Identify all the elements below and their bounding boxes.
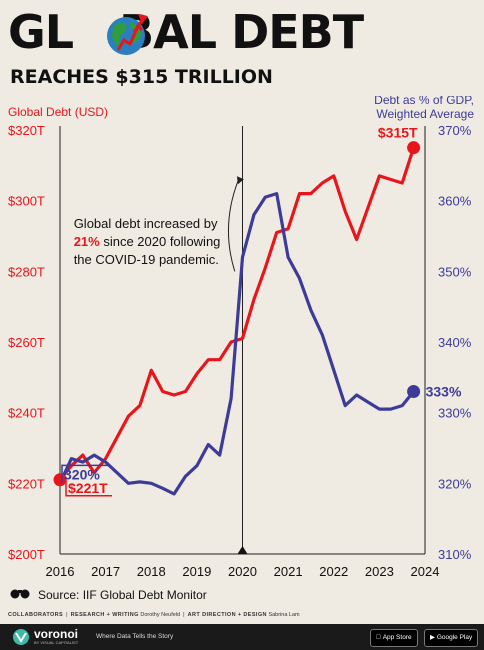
right-tick-label: 330% [438,406,472,421]
start-label-global-debt: $221T [68,480,108,496]
title-part-1: GL [8,5,74,59]
left-tick-label: $200T [8,547,45,562]
right-tick-label: 360% [438,194,472,209]
right-tick-label: 340% [438,335,472,350]
x-tick-label: 2024 [411,564,440,579]
start-label-debt-gdp: 320% [64,466,100,482]
annotation-line-3: the COVID-19 pandemic. [74,252,219,267]
collab-heading: COLLABORATORS [8,612,64,618]
x-tick-label: 2022 [319,564,348,579]
right-axis-label-line1: Debt as % of GDP, [374,96,474,107]
annotation-arrowhead [236,176,244,185]
bottom-bar: voronoi BY VISUAL CAPITALIST Where Data … [0,624,484,650]
x-tick-label: 2023 [365,564,394,579]
left-axis-label: Global Debt (USD) [8,105,108,119]
source-line: Source: IIF Global Debt Monitor [8,584,478,606]
google-play-label: Google Play [436,634,473,641]
start-label-bracket-blue [61,464,108,483]
right-tick-label: 310% [438,547,472,562]
left-tick-label: $300T [8,194,45,209]
debt-gdp-series-line [58,191,416,496]
end-label-global-debt: $315T [378,125,418,141]
reference-marker [237,546,248,554]
end-point-global-debt [407,141,421,155]
left-axis: $200T $220T $240T $260T $280T $300T $320T [8,123,45,562]
start-label-bracket-red [65,479,112,497]
right-tick-label: 320% [438,476,472,491]
apple-icon:  [376,634,381,641]
right-axis: 310% 320% 330% 340% 350% 360% 370% [438,123,472,562]
left-tick-label: $260T [8,335,45,350]
right-tick-label: 370% [438,123,472,138]
x-tick-label: 2019 [182,564,211,579]
start-point-global-debt [53,473,67,487]
debt-line-chart: Global Debt (USD) Debt as % of GDP,Weight… [8,96,474,579]
left-tick-label: $280T [8,264,45,279]
research-name: Dorothy Neufeld [140,612,181,618]
brand-name: voronoi [34,627,78,641]
left-tick-label: $240T [8,406,45,421]
left-tick-label: $320T [8,123,45,138]
x-tick-label: 2018 [137,564,166,579]
x-tick-label: 2017 [91,564,120,579]
annotation-line-1: Global debt increased by [74,216,218,231]
annotation-highlight: 21% [74,234,100,249]
page-subtitle: REACHES $315 TRILLION [10,66,273,88]
end-label-debt-gdp: 333% [426,383,462,399]
source-text: Source: IIF Global Debt Monitor [38,588,207,602]
research-label: RESEARCH + WRITING [70,612,139,618]
page-title: GL BAL DEBT [8,4,364,60]
voronoi-logo-icon [13,629,29,645]
end-point-debt-gdp [407,384,421,398]
left-tick-label: $220T [8,476,45,491]
right-tick-label: 350% [438,264,472,279]
header: GL BAL DEBT REACHES $315 TRILLION [8,4,478,96]
x-axis: 2016 2017 2018 2019 2020 2021 2022 2023 2024 [46,564,440,579]
brand-sub: BY VISUAL CAPITALIST [34,640,79,645]
x-tick-label: 2021 [274,564,303,579]
art-label: ART DIRECTION + DESIGN [187,612,267,618]
play-icon: ▶ [430,634,435,641]
title-part-2: BAL DEBT [119,5,364,59]
globe-icon [107,14,148,55]
annotation-arrow [228,181,239,272]
x-tick-label: 2016 [46,564,75,579]
art-name: Sabrina Lam [268,612,300,618]
tagline: Where Data Tells the Story [96,633,174,640]
right-axis-label-line2: Weighted Average [376,107,474,121]
annotation-line-2-rest: since 2020 following [100,234,221,249]
collaborators-line: COLLABORATORS | RESEARCH + WRITING Dorot… [8,612,300,618]
x-tick-label: 2020 [228,564,257,579]
annotation-line-2: 21% since 2020 following [74,234,221,249]
source-icon [10,589,30,599]
app-store-button[interactable]:  App Store [370,629,418,647]
app-store-label: App Store [376,634,412,641]
google-play-button[interactable]: ▶ Google Play [424,629,479,647]
